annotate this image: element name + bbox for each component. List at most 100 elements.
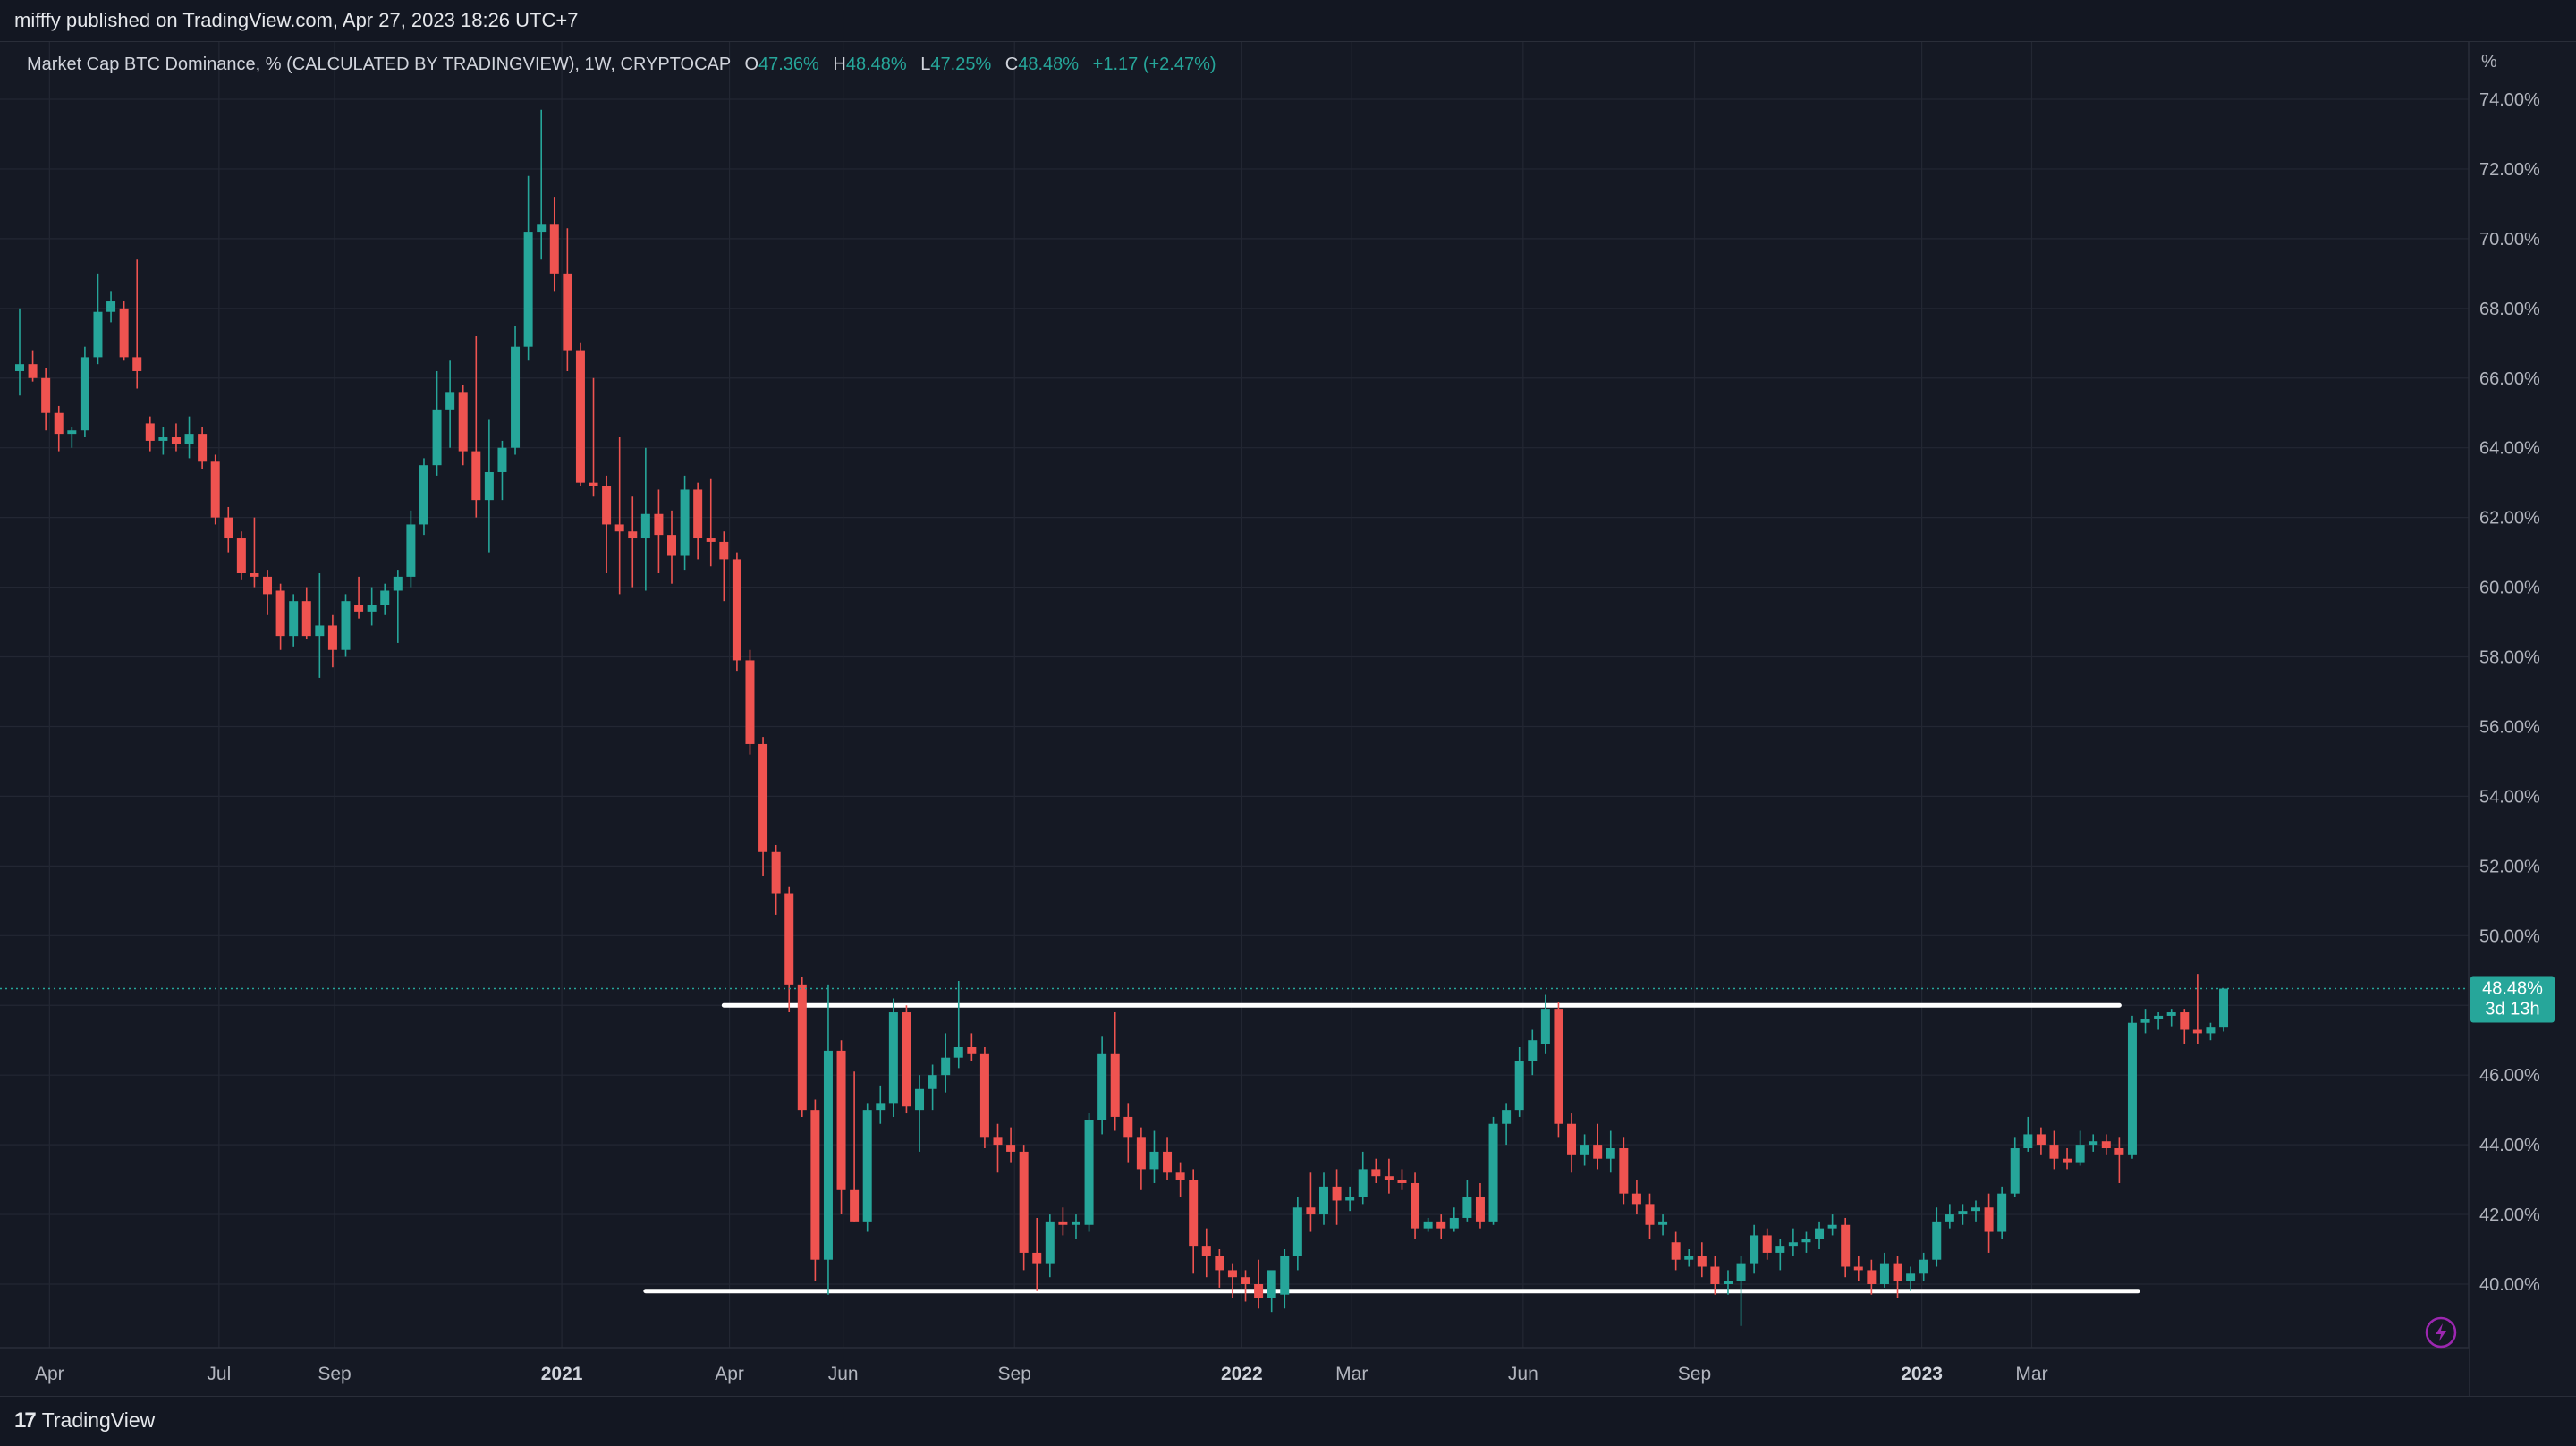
candle[interactable] <box>289 594 299 647</box>
candle[interactable] <box>941 1033 951 1093</box>
candle[interactable] <box>2036 1127 2046 1155</box>
candle[interactable] <box>1723 1270 1733 1295</box>
candle[interactable] <box>1554 1002 1563 1138</box>
candle[interactable] <box>1645 1193 1655 1239</box>
candle[interactable] <box>549 197 559 292</box>
candle[interactable] <box>158 427 168 455</box>
candle[interactable] <box>2154 1012 2164 1030</box>
candle[interactable] <box>1984 1193 1994 1253</box>
candle[interactable] <box>1097 1036 1107 1135</box>
candle[interactable] <box>771 844 781 915</box>
candle[interactable] <box>93 273 103 365</box>
candle[interactable] <box>275 583 285 650</box>
candle[interactable] <box>67 427 77 448</box>
candle[interactable] <box>575 342 585 486</box>
candle[interactable] <box>198 427 208 469</box>
candle[interactable] <box>1502 1103 1512 1146</box>
candle[interactable] <box>1189 1169 1199 1274</box>
candle[interactable] <box>628 496 638 588</box>
candle[interactable] <box>432 370 442 476</box>
candle[interactable] <box>2206 1022 2216 1041</box>
candle[interactable] <box>1958 1204 1968 1225</box>
candle[interactable] <box>850 1071 860 1222</box>
candle[interactable] <box>928 1064 937 1111</box>
candle[interactable] <box>1280 1249 1290 1309</box>
candle[interactable] <box>1163 1137 1173 1180</box>
candle[interactable] <box>1671 1231 1681 1271</box>
candle[interactable] <box>119 301 129 361</box>
candle[interactable] <box>953 980 963 1069</box>
candle[interactable] <box>1358 1151 1368 1205</box>
candle[interactable] <box>224 506 233 553</box>
candle[interactable] <box>1306 1172 1316 1232</box>
candle[interactable] <box>80 346 89 438</box>
candle[interactable] <box>1788 1228 1798 1256</box>
candle[interactable] <box>1775 1239 1785 1271</box>
candle[interactable] <box>1853 1256 1863 1281</box>
candle[interactable] <box>380 583 390 615</box>
candle[interactable] <box>1697 1242 1707 1278</box>
candle[interactable] <box>1084 1113 1094 1232</box>
candle[interactable] <box>967 1033 977 1061</box>
candle[interactable] <box>1945 1204 1954 1229</box>
candle[interactable] <box>1593 1123 1603 1170</box>
candle[interactable] <box>797 977 807 1117</box>
candle[interactable] <box>497 440 507 501</box>
candle[interactable] <box>1292 1197 1302 1271</box>
candle[interactable] <box>2063 1148 2072 1170</box>
candle[interactable] <box>2010 1137 2020 1197</box>
candle[interactable] <box>1215 1249 1224 1288</box>
candle[interactable] <box>888 998 898 1117</box>
chart-canvas[interactable]: % 74.00% 72.00% 70.00% 68.00% 66.00% 64.00% 62… <box>0 42 2576 1396</box>
candle[interactable] <box>458 385 468 466</box>
candle[interactable] <box>1136 1127 1146 1190</box>
candle[interactable] <box>2089 1134 2098 1152</box>
candle[interactable] <box>2075 1130 2085 1166</box>
candle[interactable] <box>1045 1214 1055 1278</box>
candle[interactable] <box>1397 1169 1407 1190</box>
candle[interactable] <box>680 475 690 571</box>
candle[interactable] <box>667 510 676 584</box>
candle[interactable] <box>1528 1029 1538 1076</box>
horizontal-levels[interactable] <box>643 1002 2140 1294</box>
candle[interactable] <box>2114 1137 2124 1183</box>
candle[interactable] <box>876 1085 886 1124</box>
candle[interactable] <box>1411 1172 1420 1239</box>
candle[interactable] <box>902 1005 911 1114</box>
candle[interactable] <box>1149 1130 1159 1183</box>
candle[interactable] <box>28 350 38 382</box>
candle[interactable] <box>1540 994 1550 1054</box>
candle[interactable] <box>445 360 455 448</box>
candle[interactable] <box>1123 1103 1133 1163</box>
candle[interactable] <box>2219 988 2229 1032</box>
candle[interactable] <box>511 326 521 455</box>
candle[interactable] <box>1631 1180 1641 1215</box>
candle[interactable] <box>1462 1180 1472 1222</box>
candle[interactable] <box>54 405 64 452</box>
candle[interactable] <box>810 1099 820 1281</box>
candle[interactable] <box>640 447 650 591</box>
candle[interactable] <box>693 482 703 560</box>
candle[interactable] <box>1919 1252 1928 1281</box>
candle[interactable] <box>1619 1137 1629 1205</box>
candle[interactable] <box>236 531 246 580</box>
candle[interactable] <box>2180 1009 2190 1044</box>
candle[interactable] <box>654 489 664 573</box>
candle[interactable] <box>1423 1217 1433 1232</box>
candle[interactable] <box>419 458 428 536</box>
candle[interactable] <box>1879 1252 1889 1288</box>
candle[interactable] <box>2101 1134 2111 1155</box>
candle[interactable] <box>1567 1113 1577 1173</box>
candle[interactable] <box>1032 1217 1042 1291</box>
candle[interactable] <box>327 614 337 668</box>
lightning-icon[interactable] <box>2425 1316 2457 1349</box>
candle[interactable] <box>1006 1127 1016 1163</box>
candle[interactable] <box>1371 1158 1381 1183</box>
candle[interactable] <box>1175 1162 1185 1197</box>
candle[interactable] <box>171 423 181 452</box>
candle[interactable] <box>758 737 768 877</box>
candle[interactable] <box>745 649 755 755</box>
candle[interactable] <box>1827 1214 1837 1236</box>
candle[interactable] <box>2140 1009 2150 1034</box>
candle[interactable] <box>993 1123 1003 1173</box>
